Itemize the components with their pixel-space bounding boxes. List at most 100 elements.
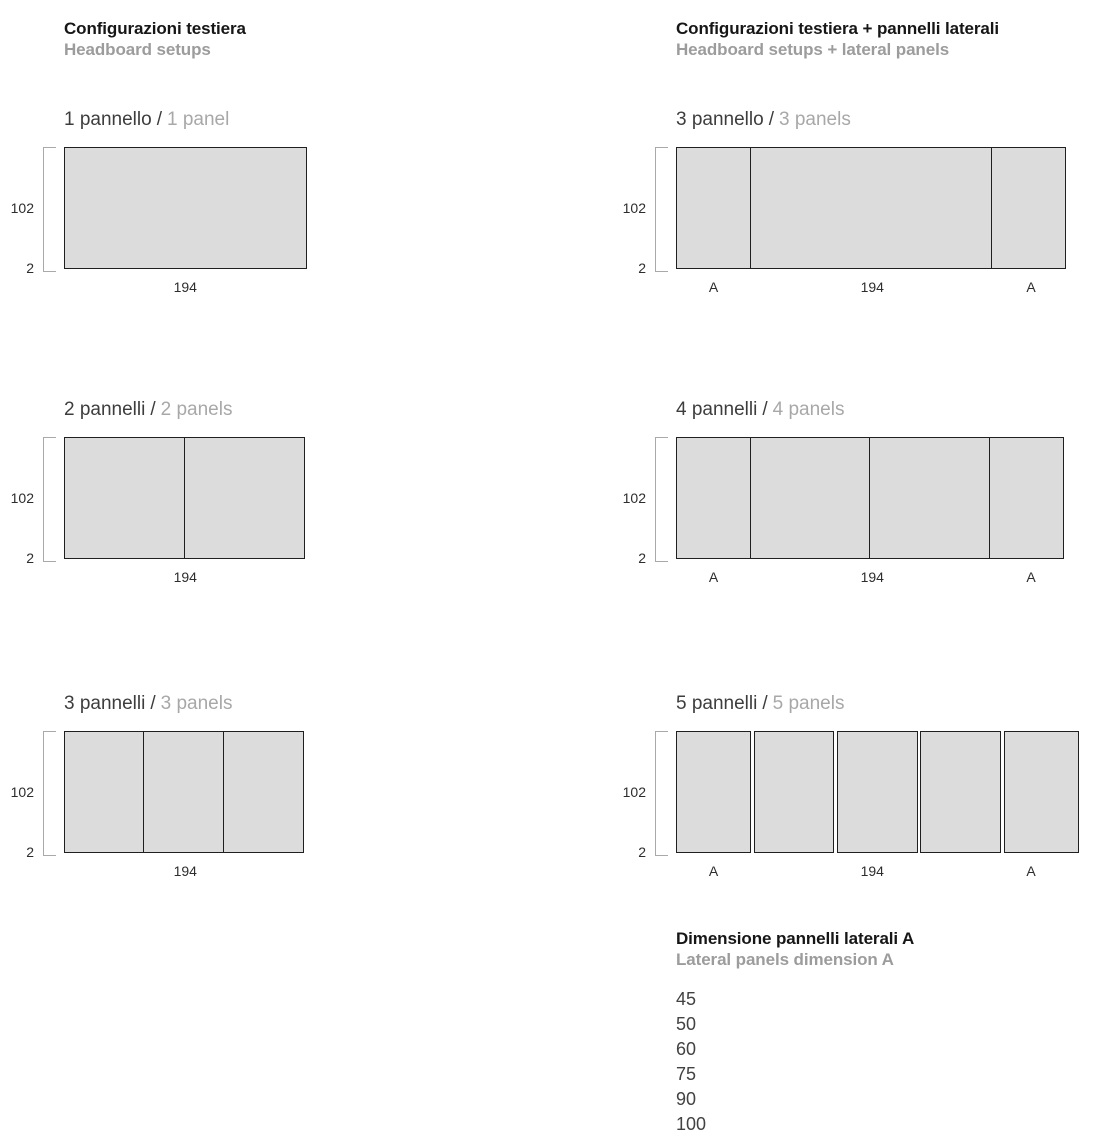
height-dimension-label: 102 xyxy=(622,490,646,506)
width-dimension-labels: 194 xyxy=(64,278,307,296)
lateral-panel xyxy=(676,437,751,559)
width-dimension-label: A xyxy=(708,569,719,585)
lateral-panel xyxy=(676,731,751,853)
diagram-label-separator: / xyxy=(156,109,162,130)
lateral-panel-dimension-value: 60 xyxy=(676,1039,697,1059)
diagram-label-it: 3 pannello xyxy=(676,109,764,130)
lateral-panel-dimension-value: 75 xyxy=(676,1064,697,1084)
height-dimension-label: 102 xyxy=(10,200,34,216)
lateral-panel-dimension-value: 45 xyxy=(676,989,697,1009)
dimension-bracket xyxy=(655,731,668,856)
base-dimension-label: 2 xyxy=(26,260,34,276)
headboard-panel xyxy=(753,731,835,853)
headboard-panel xyxy=(836,731,918,853)
diagram-2-panels: 2 pannelli/2 panels 102 2 194 xyxy=(11,398,584,586)
column-headboard-lateral-panels: Configurazioni testiera + pannelli later… xyxy=(623,0,1106,1137)
width-dimension-label: A xyxy=(1026,569,1036,585)
lateral-panel xyxy=(1003,731,1079,853)
dimension-values-list: 45 50 60 75 90 100 xyxy=(676,987,1106,1137)
height-dimension-label: 102 xyxy=(622,200,646,216)
headboard-panel xyxy=(869,437,991,559)
diagram-drawing: 102 2 194 xyxy=(11,437,307,586)
width-dimension-label: 194 xyxy=(860,279,884,295)
section-title-en: Headboard setups xyxy=(64,40,211,59)
diagram-label-it: 3 pannelli xyxy=(64,693,146,714)
diagram-label: 3 pannelli/3 panels xyxy=(64,692,584,716)
height-dimension-label: 102 xyxy=(10,490,34,506)
headboard-panel xyxy=(64,731,145,853)
base-dimension-label: 2 xyxy=(638,260,646,276)
lateral-panel-dimension-value: 90 xyxy=(676,1089,697,1109)
diagram-label-en: 1 panel xyxy=(166,109,230,130)
diagram-label: 3 pannello/3 panels xyxy=(676,108,1106,132)
width-dimension-label: 194 xyxy=(860,569,884,585)
diagram-label-it: 5 pannelli xyxy=(676,693,758,714)
width-dimension-label: 194 xyxy=(173,279,197,295)
diagram-label: 2 pannelli/2 panels xyxy=(64,398,584,422)
diagram-label-en: 3 panels xyxy=(160,693,233,714)
diagram-drawing: 102 2 A 194 A xyxy=(623,147,1069,296)
headboard-panel xyxy=(222,731,304,853)
width-dimension-labels: A 194 A xyxy=(676,862,1079,880)
section-title-it: Configurazioni testiera + pannelli later… xyxy=(676,19,1000,38)
lateral-panel xyxy=(990,147,1066,269)
diagram-3-panels-lateral: 3 pannello/3 panels 102 2 A 194 A xyxy=(623,108,1106,296)
diagram-label-it: 4 pannelli xyxy=(676,399,758,420)
dimension-bracket xyxy=(43,731,56,856)
diagram-3-panels: 3 pannelli/3 panels 102 2 194 xyxy=(11,692,584,880)
width-dimension-labels: A 194 A xyxy=(676,278,1069,296)
width-dimension-labels: A 194 A xyxy=(676,568,1069,586)
lateral-panel-dimensions-section: Dimensione pannelli laterali A Lateral p… xyxy=(676,928,1106,1137)
diagram-label-en: 4 panels xyxy=(772,399,845,420)
lateral-panel xyxy=(989,437,1064,559)
dimensions-title-it: Dimensione pannelli laterali A xyxy=(676,929,915,948)
dimension-bracket xyxy=(43,437,56,562)
headboard-panel xyxy=(64,437,186,559)
base-dimension-label: 2 xyxy=(26,550,34,566)
diagram-label-separator: / xyxy=(150,399,156,420)
diagram-1-panel: 1 pannello/1 panel 102 2 194 xyxy=(11,108,584,296)
headboard-panel xyxy=(920,731,1001,853)
lateral-panel-dimension-value: 100 xyxy=(676,1114,707,1134)
panel-row xyxy=(676,147,1069,269)
panel-row xyxy=(64,437,307,559)
diagram-label-it: 1 pannello xyxy=(64,109,152,130)
diagram-label-en: 2 panels xyxy=(160,399,233,420)
headboard-panel xyxy=(64,147,307,269)
diagram-drawing: 102 2 A 194 A xyxy=(623,731,1079,880)
panel-row xyxy=(676,731,1079,853)
panel-row xyxy=(64,147,307,269)
diagram-label-en: 5 panels xyxy=(772,693,845,714)
base-dimension-label: 2 xyxy=(26,844,34,860)
dimension-bracket xyxy=(655,437,668,562)
diagram-label-en: 3 panels xyxy=(778,109,851,130)
width-dimension-label: A xyxy=(1026,863,1036,879)
headboard-panel xyxy=(749,147,992,269)
column-headboard-setups: Configurazioni testiera Headboard setups… xyxy=(11,0,584,880)
section-title-en: Headboard setups + lateral panels xyxy=(676,40,950,59)
dimensions-title-en: Lateral panels dimension A xyxy=(676,950,894,969)
panel-row xyxy=(676,437,1069,559)
dimension-bracket xyxy=(43,147,56,272)
lateral-panel-dimension-value: 50 xyxy=(676,1014,697,1034)
diagram-label-separator: / xyxy=(762,693,768,714)
headboard-panel xyxy=(143,731,225,853)
headboard-panel xyxy=(183,437,305,559)
diagram-label-separator: / xyxy=(762,399,768,420)
diagram-4-panels-lateral: 4 pannelli/4 panels 102 2 A 194 A xyxy=(623,398,1106,586)
diagram-5-panels-lateral: 5 pannelli/5 panels 102 2 A 194 A xyxy=(623,692,1106,880)
width-dimension-label: A xyxy=(708,279,719,295)
dimension-bracket xyxy=(655,147,668,272)
width-dimension-labels: 194 xyxy=(64,568,307,586)
diagram-label: 4 pannelli/4 panels xyxy=(676,398,1106,422)
diagram-label: 5 pannelli/5 panels xyxy=(676,692,1106,716)
base-dimension-label: 2 xyxy=(638,550,646,566)
diagram-drawing: 102 2 194 xyxy=(11,731,307,880)
panel-row xyxy=(64,731,307,853)
width-dimension-label: 194 xyxy=(860,863,884,879)
diagram-drawing: 102 2 A 194 A xyxy=(623,437,1069,586)
diagram-label-separator: / xyxy=(768,109,774,130)
height-dimension-label: 102 xyxy=(622,784,646,800)
diagram-drawing: 102 2 194 xyxy=(11,147,307,296)
diagram-label-it: 2 pannelli xyxy=(64,399,146,420)
